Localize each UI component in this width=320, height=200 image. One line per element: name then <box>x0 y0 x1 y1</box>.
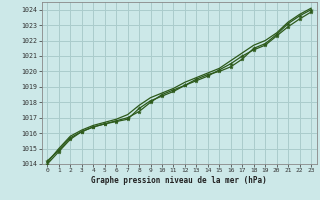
X-axis label: Graphe pression niveau de la mer (hPa): Graphe pression niveau de la mer (hPa) <box>91 176 267 185</box>
